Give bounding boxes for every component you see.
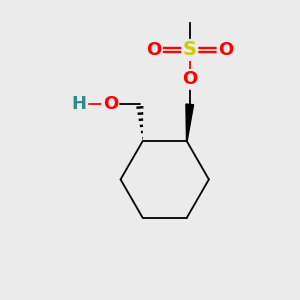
- Text: O: O: [103, 95, 118, 113]
- Text: S: S: [183, 40, 197, 59]
- Text: O: O: [146, 41, 161, 59]
- Text: O: O: [218, 41, 233, 59]
- Text: O: O: [182, 70, 197, 88]
- Polygon shape: [186, 104, 194, 141]
- Text: H: H: [72, 95, 87, 113]
